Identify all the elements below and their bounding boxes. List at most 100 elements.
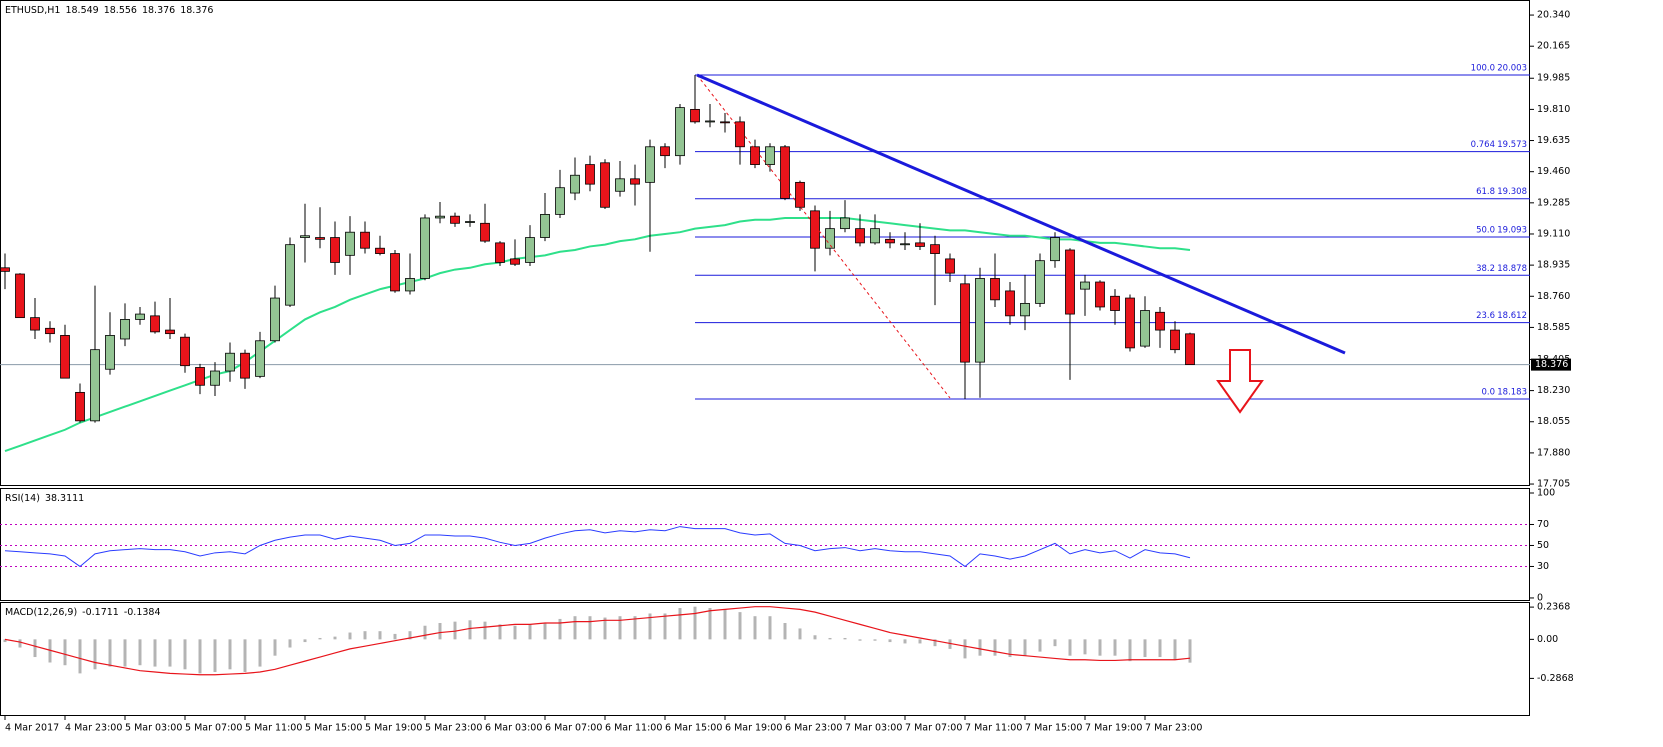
macd-bar bbox=[618, 616, 622, 640]
candle-body bbox=[180, 336, 190, 367]
candle-body bbox=[750, 146, 760, 165]
candle-body bbox=[915, 242, 925, 247]
candle-body bbox=[255, 340, 265, 377]
candle-body bbox=[15, 273, 25, 319]
header-value: 18.376 bbox=[142, 5, 175, 16]
candle-body bbox=[630, 178, 640, 185]
y-tick-label: 20.165 bbox=[1537, 41, 1570, 52]
y-tick-label: 19.985 bbox=[1537, 73, 1570, 84]
macd-bar bbox=[933, 639, 937, 647]
candle-body bbox=[960, 283, 970, 363]
candle-body bbox=[1125, 297, 1135, 349]
fib-level-label: 100.0 bbox=[1471, 64, 1495, 74]
macd-bar bbox=[948, 639, 952, 649]
fib-level-label: 38.2 bbox=[1476, 264, 1495, 274]
candle-body bbox=[660, 146, 670, 157]
y-tick-label: 18.760 bbox=[1537, 291, 1570, 302]
macd-bar bbox=[1008, 639, 1012, 658]
candle-body bbox=[690, 108, 700, 123]
y-tick-label: 20.340 bbox=[1537, 10, 1570, 21]
x-tick-label: 4 Mar 23:00 bbox=[65, 723, 122, 734]
candle-body bbox=[435, 215, 445, 219]
candle-body bbox=[1035, 260, 1045, 304]
fib-level-label: 50.0 bbox=[1476, 226, 1495, 236]
macd-bar bbox=[1023, 639, 1027, 656]
header-value: ETHUSD,H1 bbox=[5, 5, 60, 16]
y-tick-label: 18.055 bbox=[1537, 416, 1570, 427]
candle-body bbox=[405, 278, 415, 292]
x-tick-label: 7 Mar 11:00 bbox=[965, 723, 1022, 734]
macd-bar bbox=[1173, 639, 1177, 660]
candle-body bbox=[60, 335, 70, 379]
candle-body bbox=[645, 146, 655, 183]
fib-price-label: 18.878 bbox=[1497, 264, 1527, 274]
y-tick-label: 30 bbox=[1537, 561, 1549, 572]
y-tick-label: 18.230 bbox=[1537, 385, 1570, 396]
panel-header: RSI(14) 38.3111 bbox=[5, 493, 84, 504]
macd-bar bbox=[498, 624, 502, 640]
x-tick-label: 5 Mar 03:00 bbox=[125, 723, 182, 734]
candle-body bbox=[165, 329, 175, 335]
rsi-panel bbox=[0, 488, 1530, 601]
fib-level-label: 0.764 bbox=[1471, 140, 1495, 150]
macd-bar bbox=[48, 639, 52, 663]
plot-layer: 20.340 20.165 19.985 19.810 19.635 19.460 19.2… bbox=[0, 5, 1574, 734]
candle-body bbox=[315, 237, 325, 240]
macd-bar bbox=[318, 637, 322, 640]
candle-body bbox=[570, 174, 580, 194]
candle-body bbox=[885, 238, 895, 244]
candle-body bbox=[900, 243, 910, 246]
header-value: -0.1384 bbox=[124, 607, 161, 618]
x-tick-label: 7 Mar 15:00 bbox=[1025, 723, 1082, 734]
macd-bar bbox=[78, 639, 82, 674]
candle-body bbox=[855, 228, 865, 244]
macd-bar bbox=[153, 639, 157, 667]
x-tick-label: 7 Mar 19:00 bbox=[1085, 723, 1142, 734]
macd-bar bbox=[843, 637, 847, 640]
macd-bar bbox=[903, 639, 907, 644]
fib-price-label: 18.612 bbox=[1497, 311, 1527, 321]
candle-body bbox=[1170, 329, 1180, 351]
candle-body bbox=[45, 327, 55, 335]
macd-bar bbox=[33, 639, 37, 658]
candle-body bbox=[480, 222, 490, 242]
macd-bar bbox=[198, 639, 202, 674]
candle-body bbox=[930, 244, 940, 254]
candle-body bbox=[75, 391, 85, 422]
candle-body bbox=[795, 181, 805, 208]
macd-bar bbox=[858, 639, 862, 641]
macd-bar bbox=[228, 639, 232, 670]
macd-bar bbox=[348, 632, 352, 640]
macd-bar bbox=[1128, 639, 1132, 662]
candle-body bbox=[105, 335, 115, 370]
macd-bar bbox=[588, 616, 592, 640]
candle-body bbox=[555, 187, 565, 215]
candle-body bbox=[810, 210, 820, 249]
fib-level-label: 61.8 bbox=[1476, 187, 1495, 197]
macd-bar bbox=[513, 625, 517, 640]
header-value: -0.1711 bbox=[82, 607, 119, 618]
macd-bar bbox=[63, 639, 67, 666]
candle-body bbox=[1095, 281, 1105, 308]
candle-body bbox=[990, 278, 1000, 301]
macd-bar bbox=[213, 639, 217, 673]
candle-body bbox=[195, 367, 205, 386]
y-tick-label: 18.935 bbox=[1537, 260, 1570, 271]
y-tick-label: 18.585 bbox=[1537, 322, 1570, 333]
macd-bar bbox=[783, 623, 787, 640]
macd-bar bbox=[918, 639, 922, 644]
candle-body bbox=[870, 228, 880, 244]
last-price-label: 18.376 bbox=[1535, 359, 1568, 370]
x-tick-label: 7 Mar 07:00 bbox=[905, 723, 962, 734]
candle-body bbox=[1110, 295, 1120, 311]
rsi-line bbox=[4, 526, 1191, 568]
candle-body bbox=[735, 121, 745, 148]
macd-bar bbox=[603, 617, 607, 640]
y-tick-label: 19.285 bbox=[1537, 197, 1570, 208]
candle-body bbox=[90, 349, 100, 422]
trendline bbox=[696, 73, 1346, 355]
y-tick-label: 0.00 bbox=[1537, 634, 1558, 645]
x-tick-label: 6 Mar 11:00 bbox=[605, 723, 662, 734]
candle-body bbox=[270, 297, 280, 342]
